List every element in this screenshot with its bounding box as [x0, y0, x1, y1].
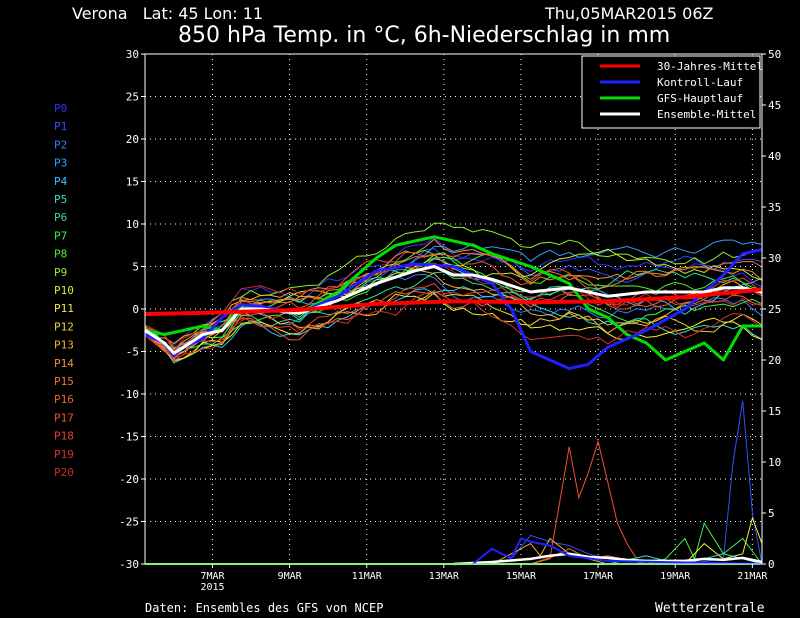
y-left-tick-label: 30 [126, 48, 139, 61]
y-right-tick-label: 45 [768, 99, 781, 112]
x-tick-label: 13MAR [429, 571, 460, 582]
series-line-mean [144, 265, 763, 355]
chart-title: 850 hPa Temp. in °C, 6h-Niederschlag in … [178, 23, 670, 48]
member-label: P13 [54, 339, 74, 352]
member-label: P14 [54, 357, 74, 370]
member-line-p15 [144, 252, 763, 353]
y-left-tick-label: -10 [119, 388, 139, 401]
main-series-lines [144, 235, 763, 370]
y-right-tick-label: 10 [768, 456, 781, 469]
member-label: P2 [54, 138, 67, 151]
precip-line-member [530, 439, 647, 565]
y-right-tick-label: 30 [768, 252, 781, 265]
x-tick-label: 21MAR [737, 571, 768, 582]
y-right-tick-label: 20 [768, 354, 781, 367]
x-tick-label: 9MAR [278, 571, 303, 582]
ensemble-member-lines [144, 222, 763, 364]
precip-line-mean [453, 552, 763, 566]
data-source-label: Daten: Ensembles des GFS von NCEP [145, 601, 383, 615]
member-label: P4 [54, 175, 68, 188]
axes: 302520151050-5-10-15-20-25-3050454035302… [119, 48, 781, 593]
legend-label: 30-Jahres-Mittel [657, 60, 763, 73]
run-time-label: Thu,05MAR2015 06Z [544, 4, 714, 23]
y-right-tick-label: 35 [768, 201, 781, 214]
member-label: P8 [54, 248, 67, 261]
member-label: P6 [54, 211, 67, 224]
member-label: P11 [54, 302, 74, 315]
member-line-p12 [144, 290, 763, 362]
y-left-tick-label: 25 [126, 91, 139, 104]
legend-box: 30-Jahres-Mittel Kontroll-Lauf GFS-Hauptla… [581, 55, 763, 129]
member-line-p16 [144, 288, 763, 358]
member-label: P19 [54, 448, 74, 461]
member-line-p14 [144, 238, 763, 361]
x-tick-label: 7MAR [200, 571, 225, 582]
y-left-tick-label: 10 [126, 218, 139, 231]
y-right-tick-label: 5 [768, 507, 775, 520]
member-line-p6 [144, 268, 763, 360]
member-label: P9 [54, 266, 67, 279]
x-tick-label: 15MAR [506, 571, 537, 582]
brand-label: Wetterzentrale [655, 601, 765, 616]
location-label: Verona Lat: 45 Lon: 11 [72, 4, 263, 23]
member-legend: P0 P1 P2 P3 P4 P5 P6 P7 P8 P9 P10 P11 P12 P13 P14 P15 P1… [54, 102, 74, 479]
member-label: P16 [54, 393, 74, 406]
x-tick-year-label: 2015 [200, 582, 224, 593]
member-label: P1 [54, 120, 67, 133]
legend-label: GFS-Hauptlauf [657, 92, 743, 105]
y-left-tick-label: -30 [119, 558, 139, 571]
member-label: P18 [54, 430, 74, 443]
precip-line-control [472, 537, 763, 565]
member-label: P15 [54, 375, 74, 388]
y-left-tick-label: -20 [119, 473, 139, 486]
legend-label: Kontroll-Lauf [657, 76, 743, 89]
legend-frame [581, 55, 761, 129]
y-right-tick-label: 25 [768, 303, 781, 316]
y-left-tick-label: -15 [119, 431, 139, 444]
member-label: P20 [54, 466, 74, 479]
x-tick-label: 11MAR [352, 571, 383, 582]
precipitation-lines [145, 400, 763, 566]
y-left-tick-label: 0 [132, 303, 139, 316]
precip-line-member [646, 521, 763, 565]
member-line-p11 [144, 292, 763, 362]
y-right-tick-label: 40 [768, 150, 781, 163]
series-line-clim [144, 287, 763, 317]
y-right-tick-label: 50 [768, 48, 781, 61]
y-left-tick-label: -5 [126, 346, 139, 359]
member-label: P0 [54, 102, 67, 115]
y-left-tick-label: 15 [126, 176, 139, 189]
y-left-tick-label: 5 [132, 261, 139, 274]
member-line-p9 [144, 222, 763, 351]
x-tick-label: 17MAR [583, 571, 614, 582]
member-label: P12 [54, 320, 74, 333]
member-label: P3 [54, 157, 67, 170]
precip-line-member [530, 548, 647, 565]
y-right-tick-label: 0 [768, 558, 775, 571]
member-label: P5 [54, 193, 67, 206]
member-label: P10 [54, 284, 74, 297]
member-label: P17 [54, 411, 74, 424]
x-tick-label: 19MAR [660, 571, 691, 582]
member-line-p13 [144, 263, 763, 345]
y-left-tick-label: -25 [119, 516, 139, 529]
member-line-p17 [144, 251, 763, 348]
legend-label: Ensemble-Mittel [657, 108, 756, 121]
y-right-tick-label: 15 [768, 405, 781, 418]
member-line-p8 [144, 252, 763, 356]
member-label: P7 [54, 229, 67, 242]
y-left-tick-label: 20 [126, 133, 139, 146]
